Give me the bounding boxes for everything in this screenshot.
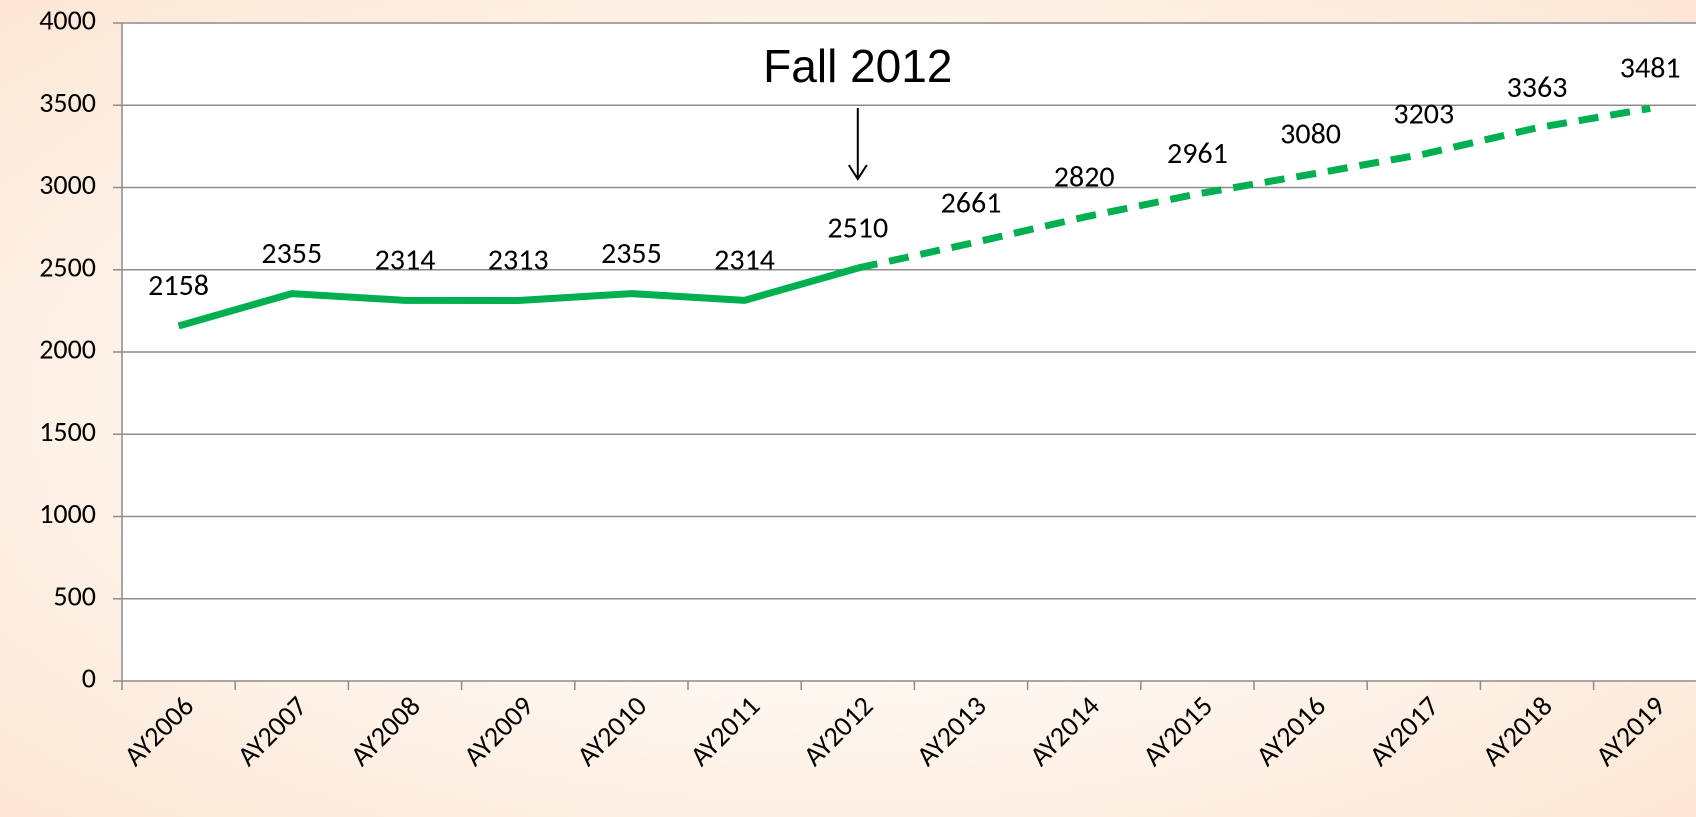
data-label: 3363 bbox=[1507, 69, 1568, 106]
y-tick-label: 3500 bbox=[39, 85, 96, 120]
y-tick-label: 3000 bbox=[39, 167, 96, 202]
data-label: 2158 bbox=[148, 267, 209, 304]
data-label: 2314 bbox=[375, 242, 436, 279]
data-label: 2820 bbox=[1054, 158, 1115, 195]
x-tick-label: AY2019 bbox=[1588, 689, 1673, 774]
x-tick-label: AY2015 bbox=[1135, 689, 1220, 774]
series-line bbox=[177, 264, 859, 330]
x-tick-label: AY2007 bbox=[230, 689, 315, 774]
series-line bbox=[857, 104, 1651, 272]
data-label: 3203 bbox=[1393, 95, 1454, 132]
x-tick-label: AY2018 bbox=[1475, 689, 1560, 774]
annotation-arrowhead bbox=[847, 164, 868, 181]
x-tick-label: AY2017 bbox=[1362, 689, 1447, 774]
x-tick-label: AY2009 bbox=[456, 689, 541, 774]
x-tick-label: AY2010 bbox=[569, 689, 654, 774]
y-tick-label: 1500 bbox=[39, 414, 96, 449]
y-tick-label: 500 bbox=[53, 578, 96, 613]
y-tick-label: 0 bbox=[82, 661, 96, 696]
data-label: 2355 bbox=[601, 235, 662, 272]
x-tick-label: AY2006 bbox=[116, 689, 201, 774]
data-label: 3481 bbox=[1620, 50, 1681, 87]
x-tick-label: AY2012 bbox=[796, 689, 881, 774]
x-tick-label: AY2008 bbox=[343, 689, 428, 774]
annotation: Fall 2012 bbox=[763, 40, 952, 92]
data-label: 2961 bbox=[1167, 135, 1228, 172]
x-tick-label: AY2014 bbox=[1022, 689, 1107, 774]
data-label: 2314 bbox=[714, 242, 775, 279]
y-tick-label: 2500 bbox=[39, 249, 96, 284]
data-label: 2313 bbox=[488, 242, 549, 279]
x-tick-label: AY2016 bbox=[1248, 689, 1333, 774]
x-tick-label: AY2013 bbox=[909, 689, 994, 774]
data-label: 2355 bbox=[261, 235, 322, 272]
data-label: 2661 bbox=[941, 184, 1002, 221]
data-label: 3080 bbox=[1280, 115, 1341, 152]
y-tick-label: 2000 bbox=[39, 332, 96, 367]
y-tick-label: 1000 bbox=[39, 496, 96, 531]
data-label: 2510 bbox=[827, 209, 888, 246]
x-tick-label: AY2011 bbox=[682, 689, 767, 774]
y-tick-label: 4000 bbox=[39, 3, 96, 38]
